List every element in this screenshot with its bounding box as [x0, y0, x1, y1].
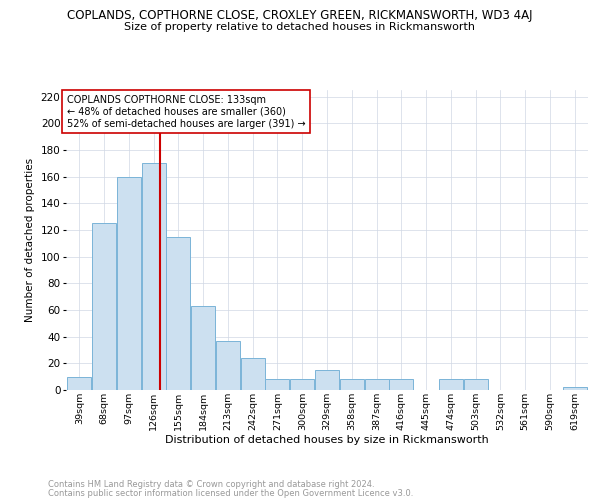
Bar: [340, 380, 364, 390]
Bar: [117, 176, 141, 390]
Bar: [439, 380, 463, 390]
Bar: [92, 224, 116, 390]
Bar: [241, 358, 265, 390]
Text: COPLANDS, COPTHORNE CLOSE, CROXLEY GREEN, RICKMANSWORTH, WD3 4AJ: COPLANDS, COPTHORNE CLOSE, CROXLEY GREEN…: [67, 9, 533, 22]
Bar: [166, 236, 190, 390]
Bar: [315, 370, 339, 390]
Text: Contains public sector information licensed under the Open Government Licence v3: Contains public sector information licen…: [48, 488, 413, 498]
Bar: [563, 388, 587, 390]
Bar: [67, 376, 91, 390]
Bar: [290, 380, 314, 390]
Y-axis label: Number of detached properties: Number of detached properties: [25, 158, 35, 322]
Bar: [464, 380, 488, 390]
Text: Size of property relative to detached houses in Rickmansworth: Size of property relative to detached ho…: [125, 22, 476, 32]
X-axis label: Distribution of detached houses by size in Rickmansworth: Distribution of detached houses by size …: [165, 436, 489, 446]
Bar: [191, 306, 215, 390]
Text: COPLANDS COPTHORNE CLOSE: 133sqm
← 48% of detached houses are smaller (360)
52% : COPLANDS COPTHORNE CLOSE: 133sqm ← 48% o…: [67, 96, 305, 128]
Bar: [216, 340, 240, 390]
Bar: [365, 380, 389, 390]
Bar: [142, 164, 166, 390]
Bar: [265, 380, 289, 390]
Bar: [389, 380, 413, 390]
Text: Contains HM Land Registry data © Crown copyright and database right 2024.: Contains HM Land Registry data © Crown c…: [48, 480, 374, 489]
